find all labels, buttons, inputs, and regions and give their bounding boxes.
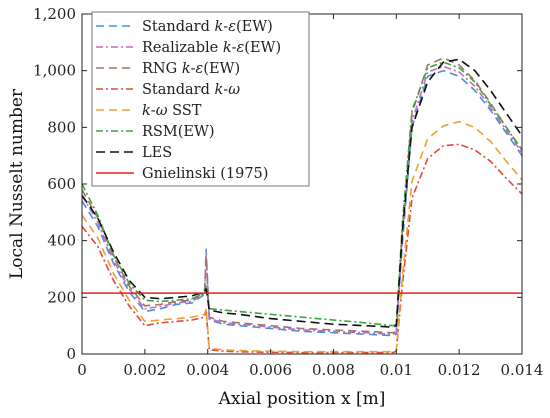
y-tick-label: 200 <box>47 288 76 306</box>
y-tick-label: 800 <box>47 118 76 136</box>
y-tick-label: 0 <box>66 345 76 363</box>
x-tick-label: 0.012 <box>438 361 481 379</box>
series-line-6 <box>82 58 522 328</box>
x-tick-label: 0.014 <box>501 361 544 379</box>
y-tick-labels: 0 200 400 600 800 1,000 1,200 <box>33 5 76 363</box>
series-line-0 <box>82 69 522 337</box>
x-tick-labels: 0 0.002 0.004 0.006 0.008 0.01 0.012 0.014 <box>77 361 543 379</box>
y-axis-label: Local Nusselt number <box>7 88 27 279</box>
legend-label-6: LES <box>142 145 172 161</box>
y-tick-label: 1,000 <box>33 62 76 80</box>
legend-label-5: RSM(EW) <box>142 124 215 140</box>
x-tick-label: 0.002 <box>123 361 166 379</box>
series-line-5 <box>82 61 522 327</box>
legend-box <box>91 11 310 187</box>
x-tick-label: 0.006 <box>249 361 292 379</box>
legend-label-0: Standard k-ε(EW) <box>142 19 273 35</box>
y-tick-label: 600 <box>47 175 76 193</box>
y-tick-label: 400 <box>47 232 76 250</box>
series-line-3 <box>82 143 522 354</box>
plot-lines <box>82 57 522 354</box>
x-tick-label: 0.01 <box>380 361 413 379</box>
legend-label-2: RNG k-ε(EW) <box>142 61 240 77</box>
series-line-4 <box>82 120 522 353</box>
y-tick-label: 1,200 <box>33 5 76 23</box>
legend: Standard k-ε(EW) Realizable k-ε(EW) RNG k-… <box>91 11 310 187</box>
x-tick-label: 0 <box>77 361 87 379</box>
legend-label-1: Realizable k-ε(EW) <box>142 40 281 56</box>
x-tick-label: 0.004 <box>186 361 229 379</box>
legend-label-4: k-ω SST <box>142 103 202 119</box>
legend-label-3: Standard k-ω <box>142 82 240 98</box>
series-line-1 <box>82 65 522 335</box>
legend-label-7: Gnielinski (1975) <box>142 166 268 182</box>
x-tick-label: 0.008 <box>312 361 355 379</box>
x-axis-label: Axial position x [m] <box>218 389 386 409</box>
